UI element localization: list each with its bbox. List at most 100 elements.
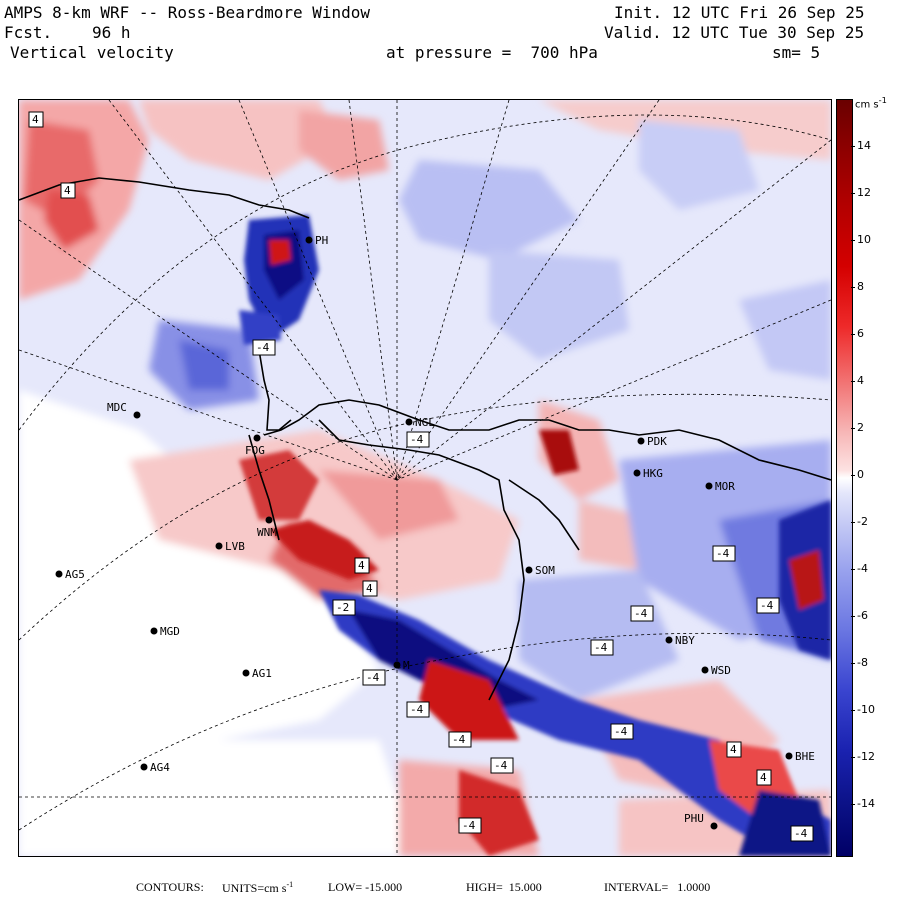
init-time: Init. 12 UTC Fri 26 Sep 25 xyxy=(614,3,865,22)
svg-text:-4: -4 xyxy=(794,827,808,840)
colorbar-tick-label: -14 xyxy=(857,797,875,810)
contour-label: 4 xyxy=(726,741,742,758)
svg-text:-4: -4 xyxy=(410,433,424,446)
forecast-hours: 96 h xyxy=(92,23,131,42)
svg-text:-2: -2 xyxy=(336,601,349,614)
colorbar-tickmark xyxy=(851,428,855,429)
colorbar-tick-label: 10 xyxy=(857,233,871,246)
colorbar-tickmark xyxy=(851,616,855,617)
station-label: PH xyxy=(315,234,328,247)
field-name: Vertical velocity xyxy=(10,43,174,62)
contour-label: -4 xyxy=(610,723,634,740)
svg-text:4: 4 xyxy=(64,184,71,197)
contour-label: 4 xyxy=(354,557,370,574)
station-dot xyxy=(242,669,250,677)
colorbar-tick-label: -12 xyxy=(857,750,875,763)
contour-label: -4 xyxy=(712,545,736,562)
svg-text:4: 4 xyxy=(358,559,365,572)
station-dot xyxy=(265,516,273,524)
footer-high: HIGH= 15.000 xyxy=(466,880,542,894)
station-dot xyxy=(150,627,158,635)
colorbar-tick-label: 4 xyxy=(857,374,864,387)
chart-title: AMPS 8-km WRF -- Ross-Beardmore Window xyxy=(4,3,371,22)
contour-label: -4 xyxy=(448,731,472,748)
svg-text:-4: -4 xyxy=(256,341,270,354)
contour-label: 4 xyxy=(362,580,378,597)
station-dot xyxy=(215,542,223,550)
station-dot xyxy=(393,661,401,669)
colorbar xyxy=(836,99,853,857)
svg-text:-4: -4 xyxy=(594,641,608,654)
contour-label: -4 xyxy=(756,597,780,614)
station-label: NBY xyxy=(675,634,695,647)
contour-label: -4 xyxy=(630,605,654,622)
colorbar-tickmark xyxy=(851,287,855,288)
station-dot xyxy=(55,570,63,578)
station-dot xyxy=(140,763,148,771)
svg-text:-4: -4 xyxy=(366,671,380,684)
contour-label: 4 xyxy=(60,182,76,199)
footer-low: LOW= -15.000 xyxy=(328,880,403,894)
colorbar-tickmark xyxy=(851,757,855,758)
station-label: LVB xyxy=(225,540,245,553)
station-dot xyxy=(253,434,261,442)
colorbar-tick-label: -4 xyxy=(857,562,868,575)
contour-label: -4 xyxy=(590,639,614,656)
colorbar-tickmark xyxy=(851,710,855,711)
station-label: WSD xyxy=(711,664,731,677)
contour-label: 4 xyxy=(28,111,44,128)
contour-label: -2 xyxy=(332,599,356,616)
colorbar-tick-label: 12 xyxy=(857,186,871,199)
colorbar-tickmark xyxy=(851,663,855,664)
colorbar-unit: cm s-1 xyxy=(855,95,887,111)
colorbar-tick-label: 8 xyxy=(857,280,864,293)
colorbar-tickmark xyxy=(851,522,855,523)
station-dot xyxy=(665,636,673,644)
station-label: HKG xyxy=(643,467,663,480)
colorbar-tick-label: 0 xyxy=(857,468,864,481)
smoothing: sm= 5 xyxy=(772,43,821,62)
forecast-label: Fcst. xyxy=(4,23,53,42)
station-dot xyxy=(701,666,709,674)
station-dot xyxy=(785,752,793,760)
valid-time: Valid. 12 UTC Tue 30 Sep 25 xyxy=(604,23,865,42)
station-label: M xyxy=(403,659,410,672)
svg-text:4: 4 xyxy=(760,771,767,784)
station-label: WNM xyxy=(257,526,277,539)
svg-text:-4: -4 xyxy=(614,725,628,738)
colorbar-tickmark xyxy=(851,334,855,335)
svg-text:-4: -4 xyxy=(494,759,508,772)
contour-label: -4 xyxy=(458,817,482,834)
station-label: MGD xyxy=(160,625,180,638)
colorbar-tickmark xyxy=(851,146,855,147)
colorbar-tick-label: -2 xyxy=(857,515,868,528)
footer-interval: INTERVAL= 1.0000 xyxy=(604,880,711,894)
svg-text:-4: -4 xyxy=(452,733,466,746)
station-label: SOM xyxy=(535,564,555,577)
svg-text:4: 4 xyxy=(32,113,39,126)
contour-label: -4 xyxy=(252,339,276,356)
station-label: AG5 xyxy=(65,568,85,581)
colorbar-tick-label: -10 xyxy=(857,703,875,716)
svg-text:-4: -4 xyxy=(634,607,648,620)
svg-text:-4: -4 xyxy=(462,819,476,832)
station-label: NGL xyxy=(415,416,435,429)
station-label: AG1 xyxy=(252,667,272,680)
contour-label: -4 xyxy=(362,669,386,686)
colorbar-tick-label: 2 xyxy=(857,421,864,434)
station-dot xyxy=(133,411,141,419)
contour-label: -4 xyxy=(790,825,814,842)
footer-units: UNITS=cm s-1 xyxy=(222,880,294,895)
svg-text:-4: -4 xyxy=(410,703,424,716)
contour-label: -4 xyxy=(406,431,430,448)
contour-label: -4 xyxy=(406,701,430,718)
footer-contours-label: CONTOURS: xyxy=(136,880,204,894)
station-markers: MDC NGL PDK FOG HKG MOR WNM LVB SOM AG5 MGD NBY AG1 W… xyxy=(55,234,815,830)
station-label: MOR xyxy=(715,480,735,493)
station-dot xyxy=(637,437,645,445)
colorbar-tickmark xyxy=(851,475,855,476)
colorbar-tick-label: -6 xyxy=(857,609,868,622)
station-dot xyxy=(405,418,413,426)
contour-label: -4 xyxy=(490,757,514,774)
station-label: MDC xyxy=(107,401,127,414)
